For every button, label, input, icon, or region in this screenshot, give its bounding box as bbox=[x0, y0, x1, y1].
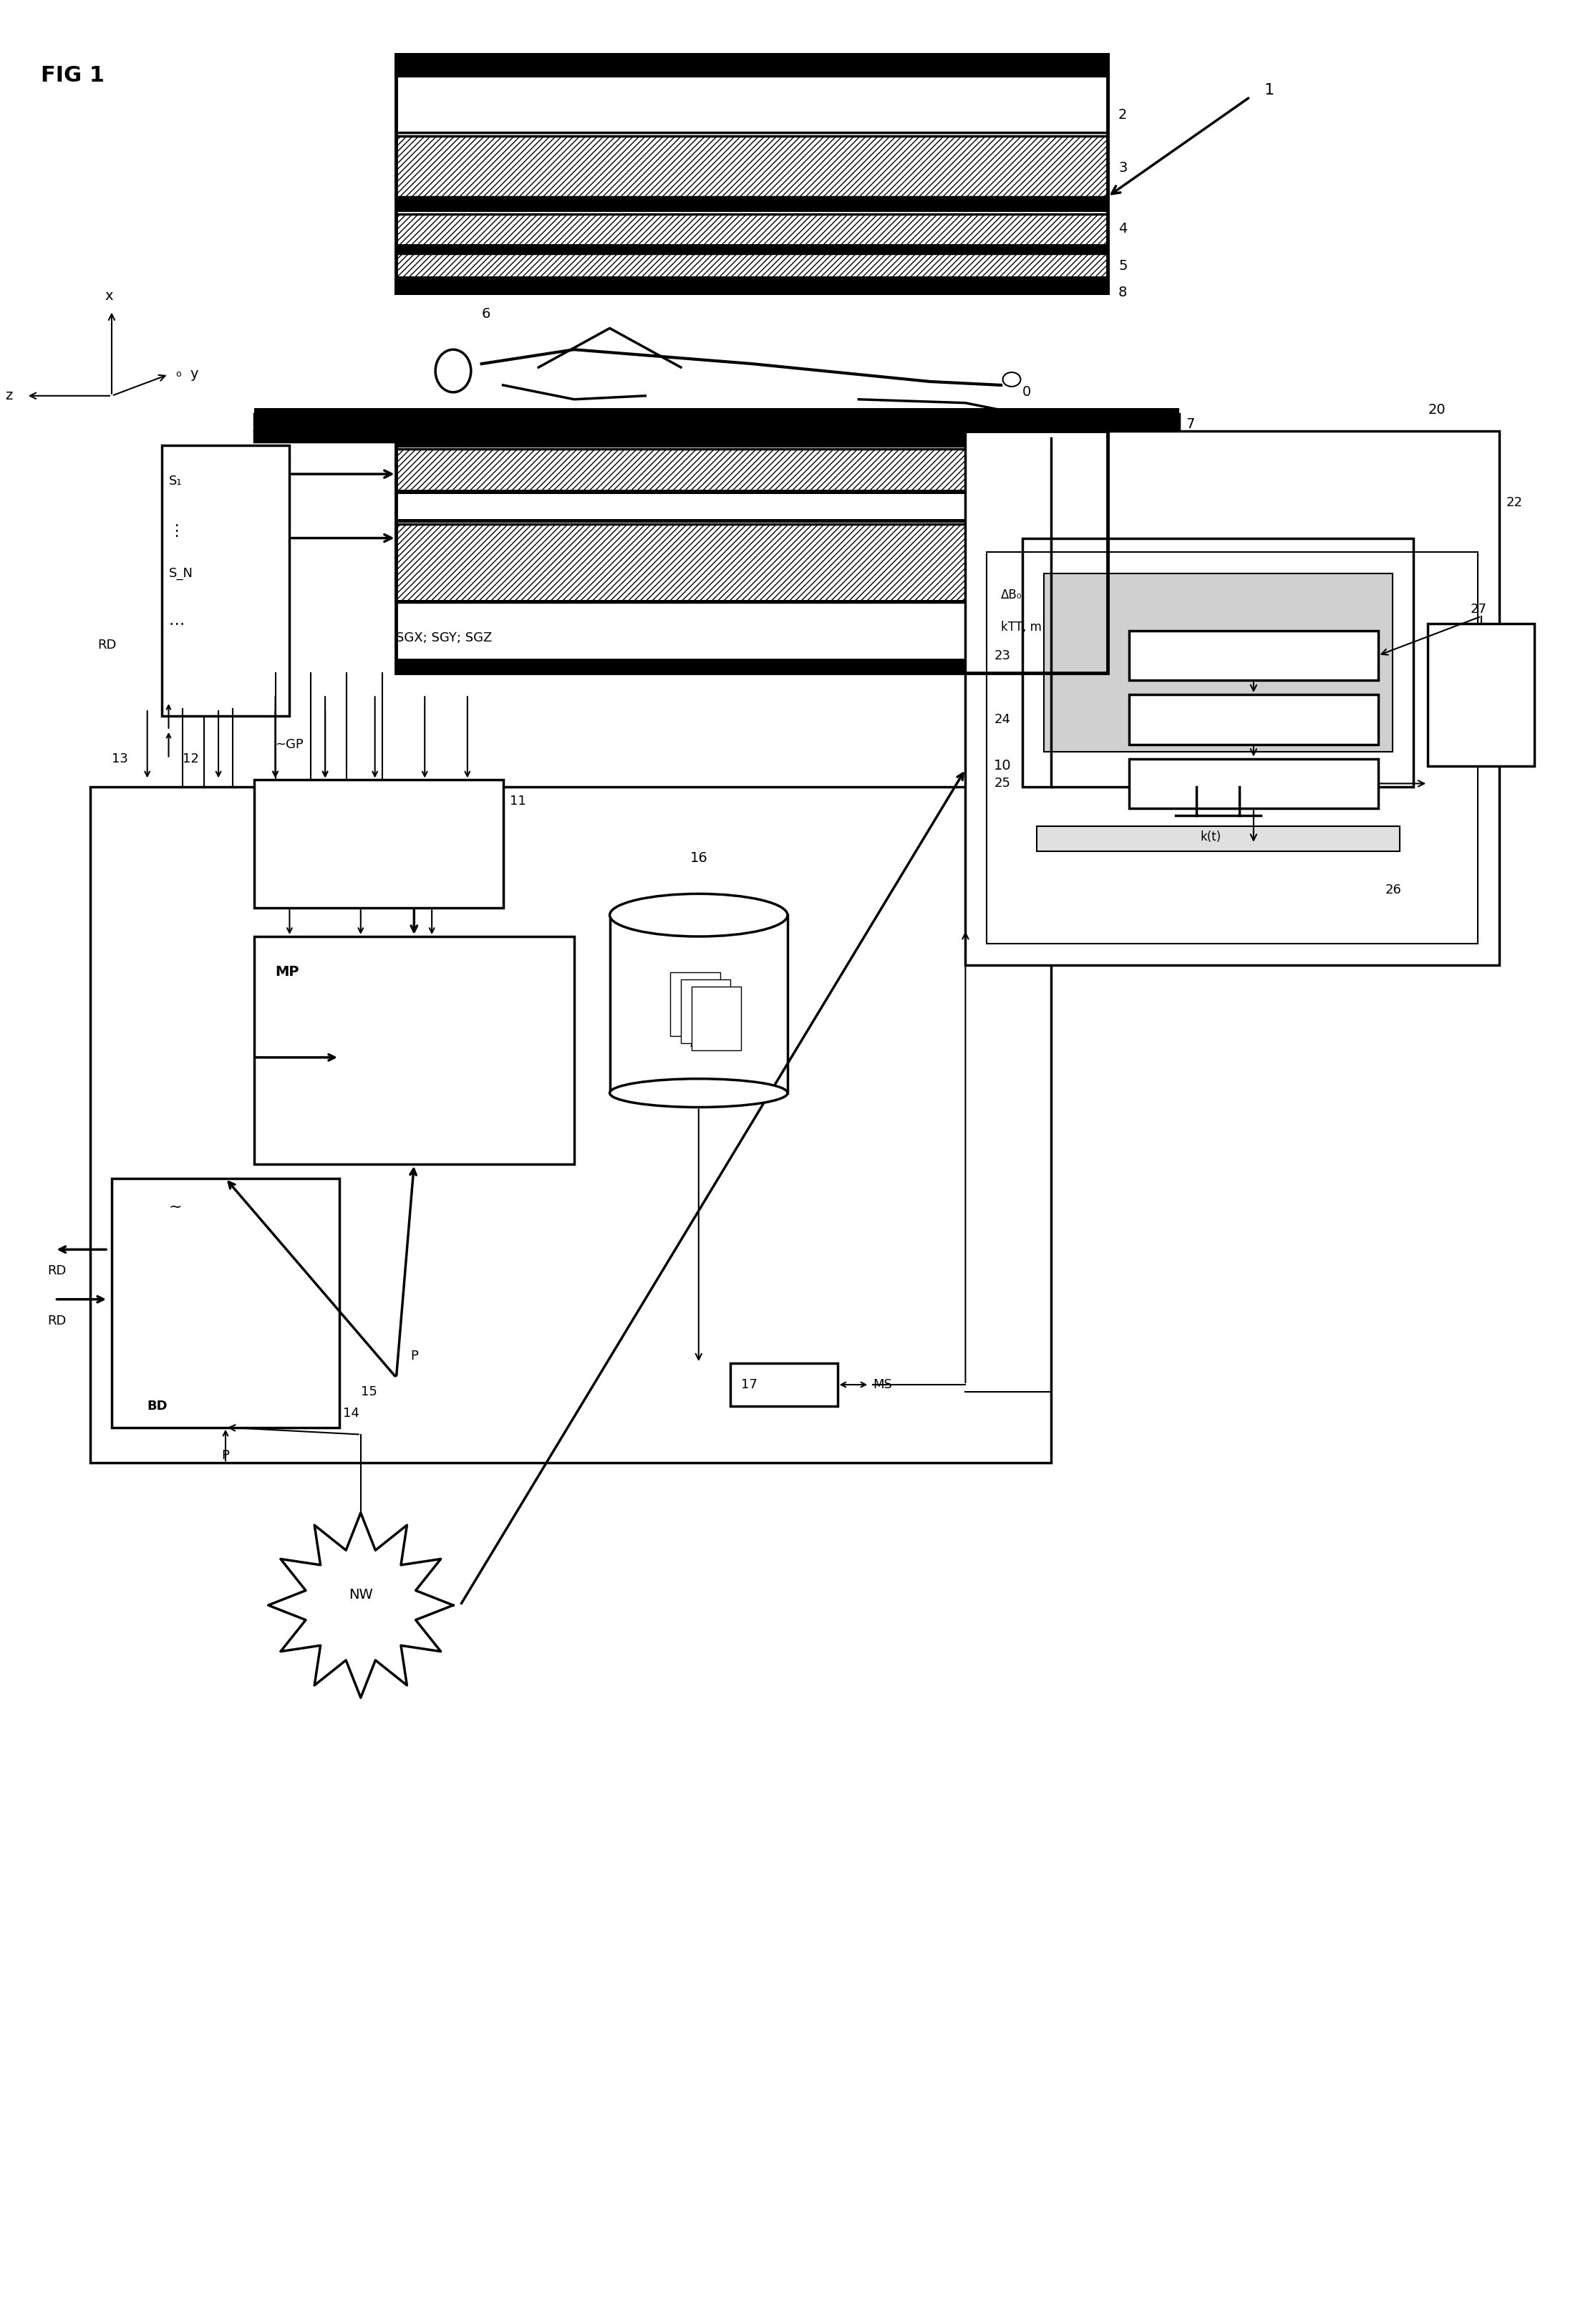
Bar bbox=[396, 279, 1107, 293]
Bar bbox=[396, 214, 1107, 246]
Bar bbox=[1129, 630, 1378, 681]
Text: 23: 23 bbox=[994, 648, 1010, 662]
Text: 27: 27 bbox=[1471, 602, 1486, 616]
Text: RD: RD bbox=[98, 639, 116, 651]
Text: z: z bbox=[5, 388, 13, 402]
Text: 26: 26 bbox=[1386, 883, 1402, 897]
Bar bbox=[396, 600, 1107, 604]
Bar bbox=[1022, 539, 1414, 788]
Text: 11: 11 bbox=[510, 795, 527, 809]
Bar bbox=[1044, 574, 1392, 751]
Bar bbox=[162, 446, 289, 716]
Text: MS: MS bbox=[873, 1378, 892, 1392]
Text: o: o bbox=[176, 370, 181, 379]
Text: RD: RD bbox=[47, 1313, 66, 1327]
Ellipse shape bbox=[1002, 372, 1021, 386]
Text: k(t): k(t) bbox=[1200, 830, 1221, 844]
Bar bbox=[396, 207, 1107, 211]
Bar bbox=[396, 490, 1107, 495]
Bar bbox=[253, 937, 574, 1164]
Bar bbox=[396, 518, 1107, 523]
Text: BD: BD bbox=[148, 1399, 168, 1413]
Text: 1: 1 bbox=[1265, 84, 1274, 98]
Text: kTT, m: kTT, m bbox=[1000, 621, 1041, 634]
Text: ⋯: ⋯ bbox=[168, 616, 184, 630]
Text: S₁: S₁ bbox=[168, 474, 182, 488]
Bar bbox=[253, 409, 1178, 414]
Text: x: x bbox=[104, 290, 113, 302]
Bar bbox=[396, 432, 1107, 674]
Text: ~GP: ~GP bbox=[275, 739, 304, 751]
Bar bbox=[692, 985, 741, 1050]
Bar bbox=[396, 198, 1107, 207]
Text: SGX; SGY; SGZ: SGX; SGY; SGZ bbox=[396, 632, 492, 644]
Text: ~: ~ bbox=[168, 1199, 182, 1213]
Bar bbox=[396, 449, 1107, 493]
Bar bbox=[730, 1364, 837, 1406]
Bar bbox=[1037, 827, 1400, 851]
Text: 16: 16 bbox=[691, 851, 708, 865]
Text: 2: 2 bbox=[1118, 107, 1128, 121]
Text: 13: 13 bbox=[112, 753, 127, 765]
Text: NW: NW bbox=[349, 1587, 373, 1601]
Bar bbox=[396, 444, 1107, 449]
Ellipse shape bbox=[436, 349, 470, 393]
Text: P: P bbox=[411, 1350, 418, 1362]
Text: 17: 17 bbox=[741, 1378, 758, 1392]
Bar bbox=[396, 244, 1107, 251]
Bar bbox=[396, 249, 1107, 253]
Text: RD: RD bbox=[47, 1264, 66, 1278]
Text: 10: 10 bbox=[994, 760, 1011, 772]
Bar bbox=[986, 553, 1477, 944]
Bar bbox=[90, 788, 1051, 1462]
Text: S_N: S_N bbox=[168, 567, 193, 581]
Polygon shape bbox=[269, 1513, 453, 1699]
Text: y: y bbox=[190, 367, 198, 381]
Ellipse shape bbox=[610, 895, 788, 937]
Text: 6: 6 bbox=[481, 307, 491, 321]
Text: 14: 14 bbox=[343, 1406, 359, 1420]
Ellipse shape bbox=[610, 1078, 788, 1106]
Bar bbox=[396, 253, 1107, 279]
Text: 22: 22 bbox=[1505, 495, 1523, 509]
Text: 4: 4 bbox=[1118, 221, 1128, 235]
Bar bbox=[253, 432, 1178, 442]
Text: AS: AS bbox=[691, 1037, 708, 1050]
Bar bbox=[253, 414, 1178, 432]
Text: MP: MP bbox=[275, 964, 299, 978]
Text: 20: 20 bbox=[1428, 404, 1446, 416]
Text: 15: 15 bbox=[360, 1385, 378, 1399]
Bar bbox=[396, 53, 1107, 77]
Bar bbox=[396, 432, 1107, 446]
Bar bbox=[396, 53, 1107, 293]
Text: 7: 7 bbox=[1186, 418, 1195, 430]
Text: ⋮: ⋮ bbox=[168, 523, 184, 539]
Text: 25: 25 bbox=[994, 776, 1010, 790]
Bar bbox=[396, 660, 1107, 674]
Text: 24: 24 bbox=[994, 713, 1010, 725]
Bar bbox=[396, 523, 1107, 602]
Bar bbox=[1129, 758, 1378, 809]
Bar bbox=[396, 616, 1107, 660]
Text: P: P bbox=[222, 1450, 230, 1462]
Bar bbox=[1428, 623, 1535, 765]
Text: 12: 12 bbox=[182, 753, 200, 765]
Bar bbox=[253, 781, 503, 909]
Text: 8: 8 bbox=[1118, 286, 1128, 300]
Bar bbox=[112, 1178, 340, 1427]
Text: 5: 5 bbox=[1118, 260, 1128, 274]
Bar bbox=[1129, 695, 1378, 744]
Bar bbox=[396, 77, 1107, 132]
Text: ΔB₀,: ΔB₀, bbox=[1000, 588, 1026, 602]
Text: FIG 1: FIG 1 bbox=[41, 65, 104, 86]
Bar bbox=[670, 971, 720, 1037]
Bar bbox=[396, 137, 1107, 198]
Bar bbox=[396, 495, 1107, 521]
Text: 0: 0 bbox=[1022, 386, 1032, 400]
Bar bbox=[396, 277, 1107, 281]
Bar bbox=[681, 978, 730, 1043]
Text: 3: 3 bbox=[1118, 160, 1128, 174]
Bar bbox=[966, 432, 1499, 964]
